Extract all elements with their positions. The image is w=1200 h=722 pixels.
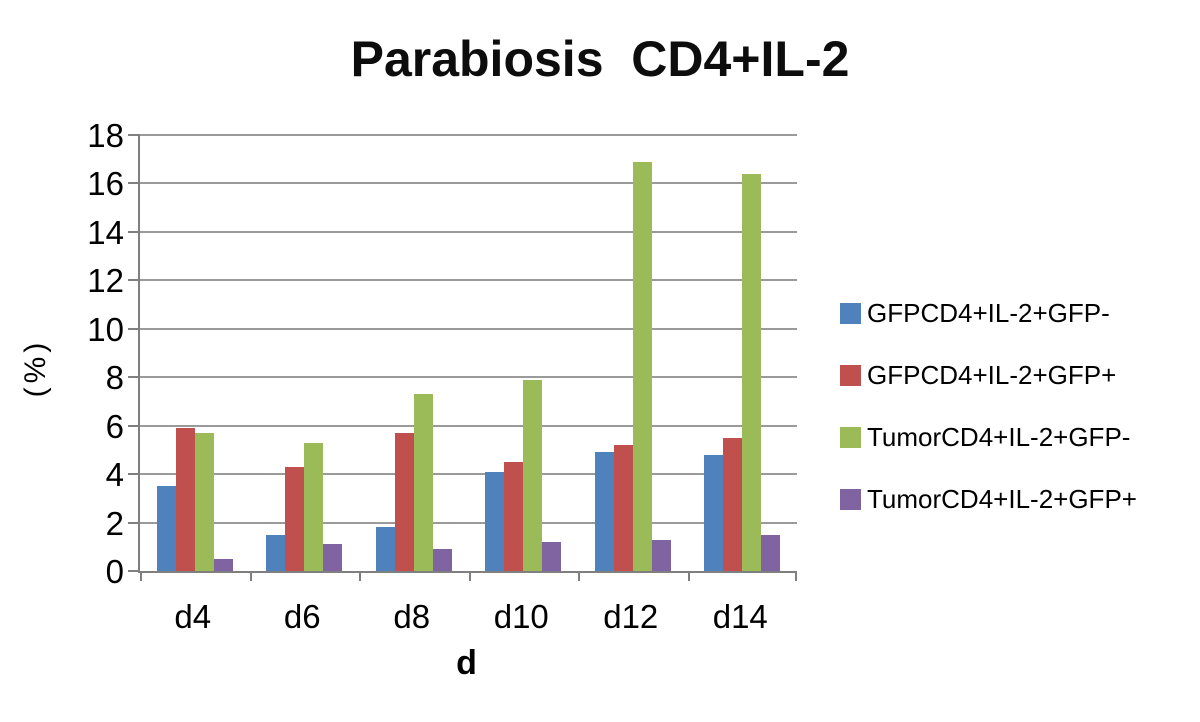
y-tick-label: 12 — [87, 262, 124, 300]
gridline — [140, 376, 797, 379]
legend-label: TumorCD4+IL-2+GFP- — [867, 422, 1131, 452]
bar-d12-series1 — [594, 452, 614, 571]
bar-d6-series3 — [304, 442, 324, 571]
bar-d4-series4 — [213, 558, 233, 571]
bar-d12-series2 — [613, 445, 633, 571]
bar-d10-series3 — [523, 379, 543, 571]
gridline — [140, 230, 797, 233]
legend-item: TumorCD4+IL-2+GFP- — [840, 424, 1130, 450]
y-tick-label: 14 — [87, 213, 124, 251]
bar-d8-series3 — [413, 394, 433, 571]
bar-d12-series4 — [651, 539, 671, 571]
x-axis-tick — [578, 571, 580, 581]
legend-swatch-icon — [840, 426, 861, 448]
bar-d8-series4 — [432, 549, 452, 571]
gridline — [140, 182, 797, 185]
bar-d14-series3 — [742, 173, 762, 571]
y-tick-label: 4 — [105, 456, 124, 494]
bar-d14-series1 — [704, 454, 724, 571]
legend-label: TumorCD4+IL-2+GFP+ — [867, 484, 1137, 514]
gridline — [140, 134, 797, 136]
y-tick-label: 8 — [105, 359, 124, 397]
y-tick-label: 2 — [105, 504, 124, 542]
chart-title: Parabiosis CD4+IL-2 — [350, 31, 850, 87]
y-tick-label: 0 — [105, 553, 124, 590]
x-axis-tick — [359, 571, 361, 581]
y-axis-tick — [128, 134, 140, 136]
bar-d8-series2 — [394, 432, 414, 571]
y-axis-tick — [128, 376, 140, 379]
y-axis-tick — [128, 182, 140, 185]
x-axis-tick — [795, 571, 797, 581]
bar-d14-series2 — [723, 437, 743, 571]
x-tick-label: d6 — [283, 598, 321, 635]
y-axis-tick — [128, 473, 140, 476]
bar-d12-series3 — [632, 161, 652, 571]
bar-d14-series4 — [761, 534, 781, 571]
legend-item: GFPCD4+IL-2+GFP+ — [840, 362, 1116, 388]
y-axis-tick — [128, 424, 140, 427]
gridline — [140, 424, 797, 427]
gridline — [140, 521, 797, 524]
y-axis-title: (%) — [19, 338, 52, 398]
gridline — [140, 473, 797, 476]
x-tick-label: d12 — [603, 598, 659, 635]
y-tick-label: 18 — [87, 117, 124, 154]
x-axis-title: d — [456, 644, 477, 682]
gridline — [140, 279, 797, 282]
legend-item: GFPCD4+IL-2+GFP- — [840, 300, 1110, 326]
legend-swatch-icon — [840, 302, 861, 324]
bar-d4-series2 — [175, 428, 195, 571]
gridline — [140, 327, 797, 330]
plot-area — [128, 134, 797, 581]
y-axis-tick — [128, 570, 140, 572]
x-tick-label: d8 — [393, 598, 431, 635]
y-axis-tick — [128, 521, 140, 524]
y-tick-label: 6 — [105, 407, 124, 445]
bar-d4-series1 — [156, 486, 176, 571]
bar-d6-series4 — [323, 544, 343, 571]
x-axis-tick — [468, 571, 471, 581]
y-axis-tick — [128, 230, 140, 233]
bar-d10-series4 — [542, 541, 562, 571]
y-axis-tick — [128, 327, 140, 330]
legend-swatch-icon — [840, 364, 861, 386]
y-tick-label: 10 — [87, 310, 124, 348]
x-axis-tick — [140, 571, 142, 581]
bar-d10-series1 — [485, 471, 505, 571]
bar-d10-series2 — [504, 462, 524, 571]
x-tick-label: d4 — [174, 598, 212, 635]
legend-label: GFPCD4+IL-2+GFP+ — [867, 360, 1117, 390]
y-axis-tick — [128, 279, 140, 282]
y-tick-label: 16 — [87, 165, 124, 203]
bar-d6-series1 — [266, 534, 286, 571]
legend-item: TumorCD4+IL-2+GFP+ — [840, 486, 1137, 512]
x-axis-tick — [249, 571, 252, 581]
bar-d8-series1 — [375, 527, 395, 571]
legend-label: GFPCD4+IL-2+GFP- — [867, 298, 1110, 328]
x-tick-label: d14 — [712, 598, 768, 635]
x-axis-tick — [687, 571, 690, 581]
legend-swatch-icon — [840, 488, 861, 510]
bar-d6-series2 — [285, 466, 305, 571]
x-tick-label: d10 — [493, 598, 549, 635]
bar-d4-series3 — [194, 432, 214, 571]
